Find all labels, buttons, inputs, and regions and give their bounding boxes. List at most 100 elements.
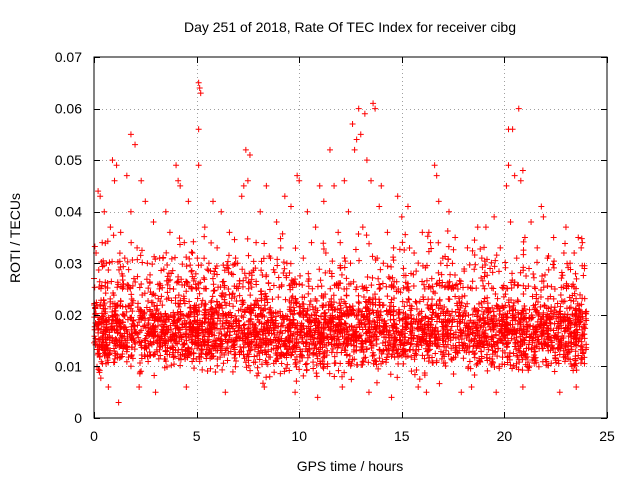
- data-point: [167, 276, 174, 283]
- data-point: [224, 357, 231, 364]
- data-point: [292, 276, 299, 283]
- y-tick-label: 0.03: [55, 255, 82, 271]
- data-point: [466, 331, 473, 338]
- data-point: [439, 279, 446, 286]
- data-point: [534, 244, 541, 251]
- data-point: [454, 285, 461, 292]
- data-point: [187, 349, 194, 356]
- data-point: [218, 331, 225, 338]
- data-point: [284, 313, 291, 320]
- data-point: [104, 279, 111, 286]
- data-point: [312, 224, 319, 231]
- data-point: [311, 319, 318, 326]
- data-point: [102, 336, 109, 343]
- data-point: [194, 311, 201, 318]
- data-point: [209, 275, 216, 282]
- data-point: [286, 298, 293, 305]
- data-point: [577, 316, 584, 323]
- data-point: [341, 320, 348, 327]
- data-point: [177, 362, 184, 369]
- data-point: [425, 305, 432, 312]
- data-point: [387, 341, 394, 348]
- data-point: [361, 355, 368, 362]
- data-point: [432, 337, 439, 344]
- data-point: [211, 287, 218, 294]
- data-point: [172, 294, 179, 301]
- data-point: [338, 271, 345, 278]
- data-point: [545, 305, 552, 312]
- data-point: [129, 282, 136, 289]
- data-point: [210, 345, 217, 352]
- data-point: [260, 335, 267, 342]
- data-point: [303, 360, 310, 367]
- data-point: [151, 372, 158, 379]
- data-point: [484, 294, 491, 301]
- data-point: [392, 341, 399, 348]
- data-point: [97, 375, 104, 382]
- data-point: [419, 352, 426, 359]
- data-point: [406, 244, 413, 251]
- data-point: [575, 352, 582, 359]
- data-point: [550, 234, 557, 241]
- data-point: [111, 177, 118, 184]
- data-point: [450, 370, 457, 377]
- data-point: [573, 285, 580, 292]
- data-point: [316, 266, 323, 273]
- data-point: [539, 345, 546, 352]
- data-point: [199, 336, 206, 343]
- data-point: [362, 316, 369, 323]
- data-point: [531, 344, 538, 351]
- data-point: [384, 293, 391, 300]
- data-point: [575, 234, 582, 241]
- data-point: [525, 283, 532, 290]
- data-point: [553, 309, 560, 316]
- y-tick-label: 0.02: [55, 307, 82, 323]
- data-point: [348, 376, 355, 383]
- data-point: [282, 296, 289, 303]
- data-point: [297, 303, 304, 310]
- data-point: [225, 336, 232, 343]
- data-point: [104, 357, 111, 364]
- data-point: [551, 332, 558, 339]
- data-point: [530, 271, 537, 278]
- data-point: [495, 268, 502, 275]
- data-point: [130, 297, 137, 304]
- data-point: [136, 284, 143, 291]
- data-point: [547, 293, 554, 300]
- data-point: [264, 361, 271, 368]
- data-point: [408, 340, 415, 347]
- data-point: [219, 320, 226, 327]
- data-point: [245, 357, 252, 364]
- data-point: [145, 285, 152, 292]
- data-point: [265, 279, 272, 286]
- data-point: [504, 340, 511, 347]
- data-point: [504, 359, 511, 366]
- data-point: [441, 343, 448, 350]
- data-point: [570, 340, 577, 347]
- data-point: [458, 329, 465, 336]
- data-point: [404, 285, 411, 292]
- data-point: [456, 339, 463, 346]
- data-point: [396, 317, 403, 324]
- data-point: [446, 317, 453, 324]
- data-point: [92, 335, 99, 342]
- data-point: [462, 303, 469, 310]
- data-point: [98, 282, 105, 289]
- data-point: [545, 312, 552, 319]
- data-point: [123, 343, 130, 350]
- data-point: [347, 260, 354, 267]
- data-point: [136, 338, 143, 345]
- data-point: [251, 353, 258, 360]
- data-point: [376, 323, 383, 330]
- data-point: [546, 335, 553, 342]
- data-point: [240, 344, 247, 351]
- data-point: [391, 295, 398, 302]
- data-point: [542, 271, 549, 278]
- data-point: [134, 244, 141, 251]
- data-point: [157, 334, 164, 341]
- data-point: [359, 308, 366, 315]
- data-point: [176, 235, 183, 242]
- data-point: [504, 353, 511, 360]
- data-point: [493, 302, 500, 309]
- data-point: [502, 259, 509, 266]
